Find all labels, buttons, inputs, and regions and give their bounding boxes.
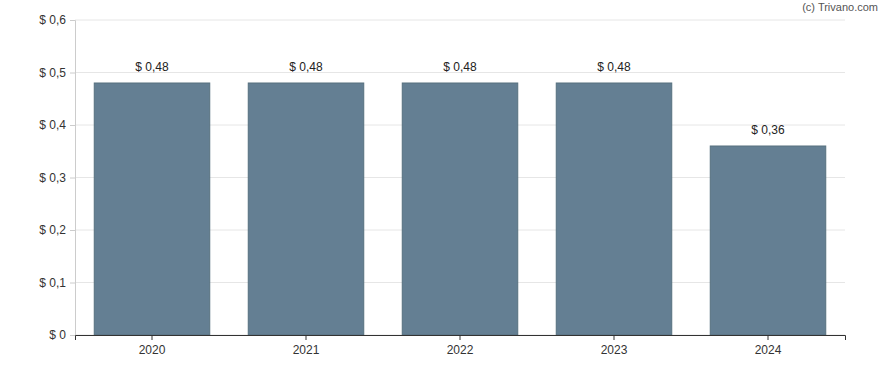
grid-line	[75, 20, 845, 21]
y-tick-label: $ 0,6	[39, 13, 66, 27]
x-axis: 2020 2021 2022 2023 2024	[76, 335, 846, 357]
data-label: $ 0,48	[135, 60, 169, 74]
annotation: (c) Trivano.com	[802, 1, 878, 13]
plot: $ 0$ 0,1$ 0,2$ 0,3$ 0,4$ 0,5$ 0,62020202…	[39, 13, 845, 356]
y-tick-mark	[70, 125, 75, 126]
x-tick: 2020	[139, 335, 166, 357]
bar	[94, 83, 210, 335]
y-tick: $ 0,5	[39, 66, 75, 80]
y-tick-mark	[70, 178, 75, 179]
y-tick-label: $ 0	[49, 328, 66, 342]
y-tick: $ 0	[49, 328, 75, 342]
data-label: $ 0,48	[597, 60, 631, 74]
y-tick: $ 0,1	[39, 276, 75, 290]
y-tick: $ 0,4	[39, 118, 75, 132]
y-tick: $ 0,6	[39, 13, 75, 27]
bars	[94, 83, 826, 335]
x-tick-label: 2021	[293, 343, 320, 357]
x-tick: 2024	[755, 335, 782, 357]
x-tick-label: 2020	[139, 343, 166, 357]
bar	[710, 146, 826, 335]
x-tick-mark	[306, 335, 307, 340]
data-label: $ 0,48	[289, 60, 323, 74]
y-tick-mark	[70, 20, 75, 21]
x-tick-mark	[768, 335, 769, 340]
x-tick-label: 2022	[447, 343, 474, 357]
x-tick-mark	[152, 335, 153, 340]
y-tick-mark	[70, 335, 75, 336]
y-tick-label: $ 0,3	[39, 171, 66, 185]
grid	[75, 20, 845, 335]
y-tick: $ 0,3	[39, 171, 75, 185]
y-axis-line	[70, 21, 76, 336]
x-tick-mark	[614, 335, 615, 340]
bar	[248, 83, 364, 335]
chart: $ 0$ 0,1$ 0,2$ 0,3$ 0,4$ 0,5$ 0,62020202…	[0, 0, 888, 370]
y-tick-label: $ 0,4	[39, 118, 66, 132]
y-tick-mark	[70, 283, 75, 284]
y-tick-label: $ 0,2	[39, 223, 66, 237]
y-tick-label: $ 0,1	[39, 276, 66, 290]
y-axis: $ 0 $ 0,1 $ 0,2 $ 0,3 $ 0,4 $ 0,5 $ 0,6	[39, 13, 75, 342]
y-tick: $ 0,2	[39, 223, 75, 237]
x-tick-label: 2023	[601, 343, 628, 357]
y-tick-label: $ 0,5	[39, 66, 66, 80]
y-tick-mark	[70, 73, 75, 74]
x-tick: 2023	[601, 335, 628, 357]
data-labels: $ 0,48 $ 0,48 $ 0,48 $ 0,48 $ 0,36	[135, 60, 785, 137]
data-label: $ 0,48	[443, 60, 477, 74]
x-axis-line	[76, 336, 846, 341]
x-tick-mark	[460, 335, 461, 340]
x-tick: 2022	[447, 335, 474, 357]
bar	[556, 83, 672, 335]
data-label: $ 0,36	[751, 123, 785, 137]
y-tick-mark	[70, 230, 75, 231]
bar	[402, 83, 518, 335]
x-tick: 2021	[293, 335, 320, 357]
x-tick-label: 2024	[755, 343, 782, 357]
